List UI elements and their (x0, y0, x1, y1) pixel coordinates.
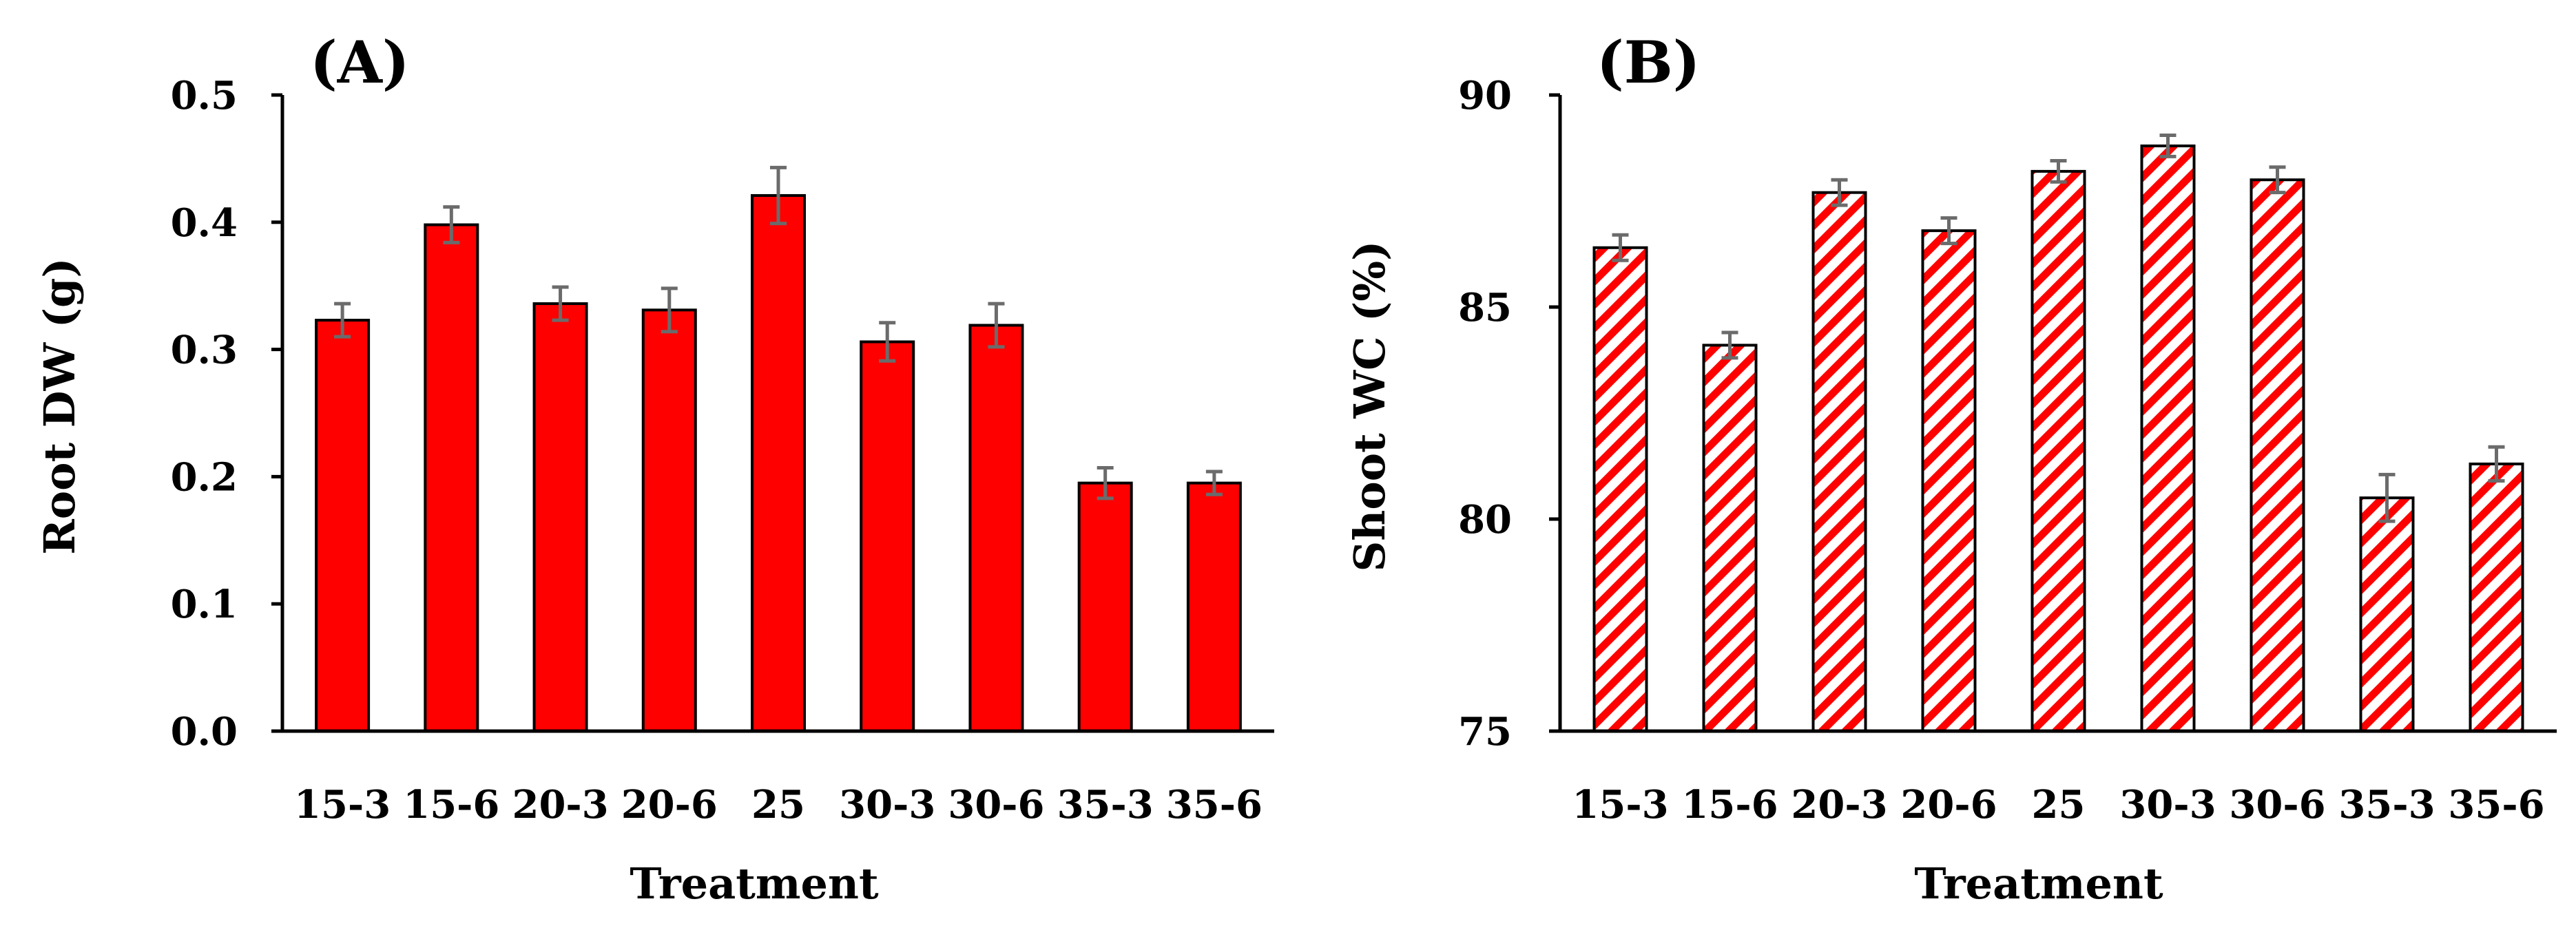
error-bar-15-3 (1612, 233, 1629, 262)
bar-25 (2030, 169, 2086, 732)
error-bars-b (1612, 134, 2505, 523)
bar-15-3 (1592, 246, 1648, 732)
y-axis-title-a: Root DW (g) (34, 257, 85, 554)
y-tick-label: 0.5 (171, 73, 238, 118)
error-bar-35-3 (2378, 472, 2396, 523)
bar-35-3 (1077, 481, 1133, 732)
bar-15-6 (424, 223, 479, 733)
chart-panel-a: (A) Root DW (g) Treatment 0.00.10.20.30.… (34, 28, 1274, 909)
bar-30-6 (968, 324, 1024, 733)
y-tick-label: 0.3 (171, 328, 238, 373)
bar-30-3 (2140, 144, 2196, 733)
y-tick-label: 85 (1458, 285, 1512, 330)
bar-30-6 (2250, 178, 2305, 732)
x-tick-label: 35-3 (1057, 782, 1154, 827)
error-bar-20-3 (1831, 178, 1848, 207)
x-tick-label: 15-6 (403, 782, 499, 827)
error-bar-35-6 (2488, 445, 2505, 483)
error-bar-30-6 (2269, 165, 2286, 195)
error-bars-a (334, 165, 1223, 500)
x-tick-label: 15-3 (294, 782, 391, 827)
y-tick-label: 0.4 (171, 200, 238, 246)
bar-20-3 (1811, 191, 1867, 732)
x-axis-title-a: Treatment (630, 858, 879, 909)
chart-panel-b: (B) Shoot WC (%) Treatment 75 80 85 90 15-3… (1344, 28, 2557, 909)
bar-15-3 (315, 319, 371, 732)
error-bar-25 (770, 165, 787, 226)
error-bar-35-6 (1205, 470, 1223, 496)
bars-a (315, 193, 1242, 733)
y-tick-label: 0.0 (171, 709, 238, 755)
x-tick-label: 30-6 (2229, 782, 2325, 827)
x-tick-label: 15-6 (1681, 782, 1778, 827)
x-tick-label: 30-3 (2119, 782, 2216, 827)
bar-20-3 (532, 302, 588, 732)
bars-b (1592, 144, 2524, 733)
x-ticks-b: 15-3 15-6 20-3 20-6 25 30-3 30-6 35-3 35-6 (1572, 782, 2544, 827)
bar-35-6 (2469, 462, 2524, 732)
x-tick-label: 20-6 (621, 782, 718, 827)
bar-25 (751, 193, 806, 732)
x-tick-label: 35-6 (2448, 782, 2544, 827)
error-bar-15-6 (1721, 330, 1738, 360)
error-bar-25 (2050, 158, 2067, 184)
bar-35-3 (2359, 496, 2415, 732)
error-bar-20-3 (552, 285, 569, 322)
error-bar-30-3 (879, 321, 896, 363)
bar-30-3 (860, 340, 915, 732)
panel-label-b: (B) (1597, 28, 1701, 96)
y-axis-title-b: Shoot WC (%) (1344, 241, 1395, 572)
x-axis-title-b: Treatment (1914, 858, 2163, 909)
x-ticks-a: 15-3 15-6 20-3 20-6 25 30-3 30-6 35-3 35-6 (294, 782, 1263, 827)
x-tick-label: 35-3 (2338, 782, 2435, 827)
y-tick-label: 75 (1458, 709, 1512, 755)
error-bar-35-3 (1097, 465, 1114, 500)
error-bar-30-6 (988, 302, 1005, 349)
x-tick-label: 30-6 (948, 782, 1044, 827)
x-tick-label: 35-6 (1166, 782, 1263, 827)
x-tick-label: 25 (2032, 782, 2086, 827)
y-tick-label: 80 (1458, 497, 1512, 542)
error-bar-15-6 (443, 205, 460, 244)
y-tick-label: 90 (1458, 73, 1512, 118)
x-tick-label: 30-3 (839, 782, 935, 827)
bar-20-6 (1921, 229, 1977, 732)
bar-35-6 (1186, 481, 1242, 732)
error-bar-20-6 (1940, 216, 1957, 246)
bar-20-6 (641, 308, 697, 732)
error-bar-20-6 (661, 286, 678, 334)
y-ticks-b: 75 80 85 90 (1458, 73, 1560, 755)
panel-label-a: (A) (310, 28, 410, 96)
x-tick-label: 20-3 (512, 782, 608, 827)
x-tick-label: 20-6 (1900, 782, 1997, 827)
error-bar-15-3 (334, 302, 351, 339)
y-tick-label: 0.1 (171, 582, 238, 627)
y-ticks-a: 0.0 0.1 0.2 0.3 0.4 0.5 (171, 73, 282, 755)
bar-15-6 (1702, 344, 1758, 732)
x-tick-label: 20-3 (1791, 782, 1887, 827)
x-tick-label: 15-3 (1572, 782, 1668, 827)
x-tick-label: 25 (751, 782, 805, 827)
error-bar-30-3 (2159, 134, 2177, 158)
y-tick-label: 0.2 (171, 454, 238, 500)
